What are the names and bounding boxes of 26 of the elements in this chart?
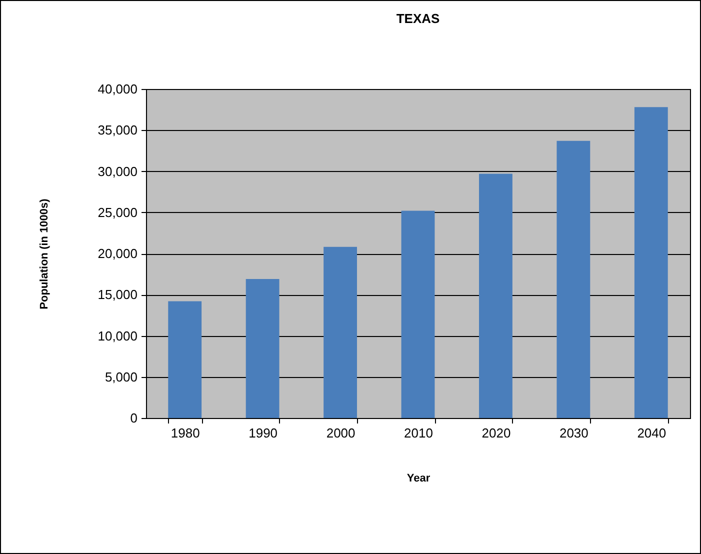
y-tick-label: 40,000 <box>98 82 138 96</box>
x-tick-label: 2030 <box>559 426 588 440</box>
bar <box>246 279 280 418</box>
bar <box>168 301 202 418</box>
x-tick-label: 2000 <box>326 426 356 440</box>
x-tick-label: 2020 <box>482 426 511 440</box>
bar <box>401 210 435 418</box>
y-tick-label: 25,000 <box>98 204 138 220</box>
bar <box>556 140 590 418</box>
x-tick-label: 1980 <box>170 426 200 440</box>
y-axis-title: Population (in 1000s) <box>38 198 51 310</box>
y-tick-label: 5,000 <box>104 369 138 384</box>
y-tick-label: 30,000 <box>98 164 138 179</box>
x-tick-label: 2010 <box>404 426 433 440</box>
x-axis-title: Year <box>406 472 431 484</box>
y-tick-label: 35,000 <box>98 122 138 138</box>
x-tick-label: 1990 <box>248 426 278 440</box>
chart-title: TEXAS <box>396 11 440 26</box>
x-tick-label: 2040 <box>637 426 666 440</box>
y-tick-label: 10,000 <box>98 328 138 344</box>
bar <box>479 174 512 418</box>
y-tick-label: 0 <box>130 410 138 426</box>
y-tick-label: 15,000 <box>98 287 138 302</box>
y-tick-label: 20,000 <box>98 246 138 261</box>
bar <box>634 107 668 418</box>
bar <box>324 246 357 418</box>
